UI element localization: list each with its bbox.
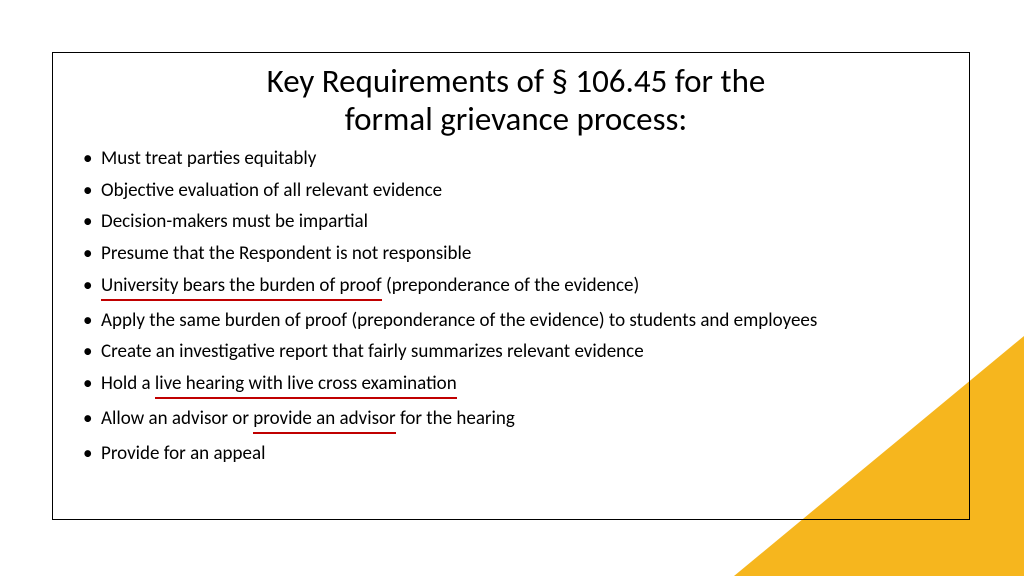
content-frame: Key Requirements of § 106.45 for the for… xyxy=(52,52,970,520)
bullet-item: Presume that the Respondent is not respo… xyxy=(83,242,949,266)
bullet-text: Decision-makers must be impartial xyxy=(101,210,368,233)
bullet-item: Must treat parties equitably xyxy=(83,147,949,171)
bullet-list: Must treat parties equitably Objective ev… xyxy=(83,147,949,466)
bullet-item: Create an investigative report that fair… xyxy=(83,340,949,364)
title-line-2: formal grievance process: xyxy=(345,99,688,139)
bullet-item: Apply the same burden of proof (preponde… xyxy=(83,309,949,333)
bullet-text: Presume that the Respondent is not respo… xyxy=(101,242,471,265)
slide: Key Requirements of § 106.45 for the for… xyxy=(0,0,1024,576)
bullet-text: Must treat parties equitably xyxy=(101,147,316,170)
underlined-text: live hearing with live cross examination xyxy=(155,372,457,399)
bullet-text: Allow an advisor or xyxy=(101,407,253,430)
bullet-item: Decision-makers must be impartial xyxy=(83,210,949,234)
bullet-text: Create an investigative report that fair… xyxy=(101,340,644,363)
bullet-text: Provide for an appeal xyxy=(101,442,265,465)
bullet-item: Provide for an appeal xyxy=(83,442,949,466)
bullet-text: for the hearing xyxy=(396,407,515,430)
underlined-text: provide an advisor xyxy=(253,407,395,434)
title-line-1: Key Requirements of § 106.45 for the xyxy=(267,61,766,101)
bullet-item: Allow an advisor or provide an advisor f… xyxy=(83,407,949,434)
bullet-item: Hold a live hearing with live cross exam… xyxy=(83,372,949,399)
bullet-item: University bears the burden of proof (pr… xyxy=(83,274,949,301)
underlined-text: University bears the burden of proof xyxy=(101,274,382,301)
bullet-text: Apply the same burden of proof (preponde… xyxy=(101,309,817,332)
bullet-text: Hold a xyxy=(101,372,155,395)
slide-title: Key Requirements of § 106.45 for the for… xyxy=(83,63,949,139)
bullet-item: Objective evaluation of all relevant evi… xyxy=(83,179,949,203)
bullet-text: Objective evaluation of all relevant evi… xyxy=(101,179,442,202)
bullet-text: (preponderance of the evidence) xyxy=(382,274,640,297)
